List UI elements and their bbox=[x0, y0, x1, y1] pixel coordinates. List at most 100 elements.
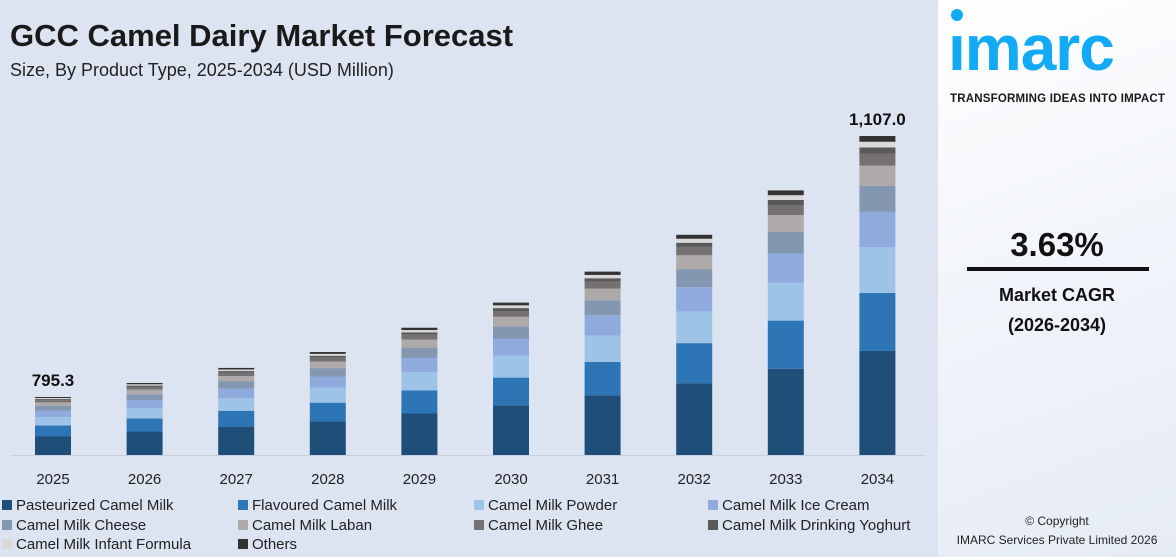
legend-swatch bbox=[708, 519, 718, 530]
bar-segment-2034-others bbox=[859, 136, 896, 142]
bar-segment-2029-camel-milk-infant-formula bbox=[401, 330, 438, 333]
bar-segment-2031-camel-milk-infant-formula bbox=[584, 274, 621, 279]
legend-swatch bbox=[2, 500, 12, 510]
bar-segment-2025-camel-milk-laban bbox=[35, 402, 71, 407]
bar-segment-2030-camel-milk-powder bbox=[493, 355, 529, 378]
bar-segment-2026-pasteurized-camel-milk bbox=[126, 431, 163, 455]
bar-segment-2029-others bbox=[401, 327, 438, 331]
x-tick-label: 2025 bbox=[36, 471, 69, 488]
legend-swatch bbox=[474, 519, 484, 530]
x-tick-label: 2033 bbox=[769, 471, 802, 488]
bar-segment-2033-camel-milk-cheese bbox=[767, 231, 804, 254]
bar-segment-2025-pasteurized-camel-milk bbox=[35, 436, 71, 455]
legend-swatch bbox=[708, 500, 718, 510]
bar-segment-2032-pasteurized-camel-milk bbox=[676, 383, 713, 455]
legend-label: Camel Milk Drinking Yoghurt bbox=[722, 516, 911, 534]
bar-segment-2029-camel-milk-ice-cream bbox=[401, 358, 438, 373]
x-tick-label: 2029 bbox=[403, 471, 436, 488]
bar-segment-2034-flavoured-camel-milk bbox=[859, 292, 896, 352]
legend-item: Camel Milk Drinking Yoghurt bbox=[708, 517, 910, 534]
chart-title: GCC Camel Dairy Market Forecast bbox=[10, 18, 514, 53]
bar-segment-2025-camel-milk-powder bbox=[35, 417, 71, 426]
legend-swatch bbox=[238, 500, 248, 510]
bar-segment-2028-pasteurized-camel-milk bbox=[309, 421, 346, 455]
bar-segment-2026-camel-milk-powder bbox=[126, 408, 163, 419]
bar-segment-2033-camel-milk-drinking-yoghurt bbox=[767, 199, 804, 205]
bar-segment-2026-camel-milk-drinking-yoghurt bbox=[126, 385, 163, 387]
bar-segment-2025-others bbox=[35, 396, 71, 399]
bar-segment-2030-camel-milk-ice-cream bbox=[493, 338, 529, 356]
bar-segment-2025-flavoured-camel-milk bbox=[35, 425, 71, 437]
bar-segment-2034-camel-milk-powder bbox=[859, 247, 896, 293]
bar-segment-2027-camel-milk-ghee bbox=[218, 372, 255, 377]
x-tick-label: 2032 bbox=[678, 471, 711, 488]
bar-segment-2030-flavoured-camel-milk bbox=[493, 377, 529, 406]
bar-segment-2032-camel-milk-ice-cream bbox=[676, 287, 713, 312]
bar-segment-2032-camel-milk-infant-formula bbox=[676, 238, 713, 243]
x-tick-label: 2028 bbox=[311, 471, 344, 488]
legend-label: Pasteurized Camel Milk bbox=[16, 497, 174, 514]
bar-segment-2030-pasteurized-camel-milk bbox=[493, 405, 529, 455]
bar-segment-2027-flavoured-camel-milk bbox=[218, 410, 255, 427]
bar-segment-2029-flavoured-camel-milk bbox=[401, 390, 438, 414]
bar-segment-2032-flavoured-camel-milk bbox=[676, 343, 713, 384]
bar-segment-2031-flavoured-camel-milk bbox=[584, 361, 621, 396]
bar-segment-2026-camel-milk-ghee bbox=[126, 386, 163, 390]
imarc-logo: ımarc bbox=[948, 9, 1115, 84]
cagr-value: 3.63% bbox=[1010, 226, 1104, 263]
bar-segment-2029-pasteurized-camel-milk bbox=[401, 413, 438, 455]
bar-segment-2033-camel-milk-laban bbox=[767, 215, 804, 232]
bar-segment-2034-camel-milk-ghee bbox=[859, 153, 896, 166]
legend-label: Camel Milk Powder bbox=[488, 497, 618, 514]
bar-segment-2028-camel-milk-drinking-yoghurt bbox=[309, 355, 346, 358]
bar-segment-2030-camel-milk-infant-formula bbox=[493, 305, 529, 309]
bar-segment-2030-camel-milk-laban bbox=[493, 316, 529, 327]
bar-segment-2033-camel-milk-infant-formula bbox=[767, 195, 804, 200]
stacked-bar-chart: 2025 795.3 2026 2027 2028 2029 2030 2031 2032 203… bbox=[10, 110, 925, 488]
bar-segment-2033-camel-milk-ice-cream bbox=[767, 253, 804, 283]
bar-segment-2031-camel-milk-laban bbox=[584, 288, 621, 301]
bar-segment-2026-camel-milk-infant-formula bbox=[126, 384, 163, 386]
bar-segment-2027-camel-milk-powder bbox=[218, 398, 255, 411]
bar-segment-2034-camel-milk-laban bbox=[859, 165, 896, 186]
side-panel: ımarc TRANSFORMING IDEAS INTO IMPACT 3.6… bbox=[938, 0, 1176, 557]
bar-segment-2030-camel-milk-cheese bbox=[493, 326, 529, 339]
bar-segment-2029-camel-milk-powder bbox=[401, 372, 438, 391]
cagr-label: Market CAGR bbox=[998, 285, 1116, 305]
legend-item: Camel Milk Laban bbox=[238, 517, 372, 534]
bar-segment-2027-others bbox=[218, 367, 255, 370]
bar-segment-2034-camel-milk-infant-formula bbox=[859, 141, 896, 148]
company-name: IMARC Services Private Limited 2026 bbox=[956, 533, 1158, 547]
bar-segment-2032-camel-milk-cheese bbox=[676, 269, 713, 288]
legend-label: Flavoured Camel Milk bbox=[252, 497, 398, 514]
bar-segment-2031-camel-milk-drinking-yoghurt bbox=[584, 278, 621, 282]
total-label-2025: 795.3 bbox=[32, 371, 75, 390]
bar-segment-2032-camel-milk-drinking-yoghurt bbox=[676, 242, 713, 247]
legend-item: Camel Milk Infant Formula bbox=[2, 536, 191, 553]
x-tick-label: 2026 bbox=[128, 471, 161, 488]
bar-segment-2030-others bbox=[493, 302, 529, 306]
logo-tagline: TRANSFORMING IDEAS INTO IMPACT bbox=[950, 93, 1166, 105]
bar-segment-2026-flavoured-camel-milk bbox=[126, 418, 163, 432]
svg-text:ımarc: ımarc bbox=[948, 12, 1114, 84]
bar-segment-2029-camel-milk-drinking-yoghurt bbox=[401, 332, 438, 335]
bar-segment-2027-camel-milk-infant-formula bbox=[218, 369, 255, 372]
bar-segment-2029-camel-milk-ghee bbox=[401, 334, 438, 340]
bar-segment-2030-camel-milk-drinking-yoghurt bbox=[493, 308, 529, 311]
bar-segment-2032-camel-milk-powder bbox=[676, 311, 713, 344]
bar-segment-2030-camel-milk-ghee bbox=[493, 310, 529, 317]
x-tick-label: 2031 bbox=[586, 471, 619, 488]
divider bbox=[967, 267, 1149, 271]
bar-segment-2029-camel-milk-cheese bbox=[401, 347, 438, 359]
bar-segment-2028-camel-milk-ghee bbox=[309, 357, 346, 362]
bar-segment-2026-camel-milk-ice-cream bbox=[126, 400, 163, 409]
legend-item: Camel Milk Ice Cream bbox=[708, 497, 870, 514]
bar-segment-2028-flavoured-camel-milk bbox=[309, 402, 346, 422]
legend-item: Camel Milk Cheese bbox=[2, 517, 146, 534]
bar-segment-2029-camel-milk-laban bbox=[401, 339, 438, 348]
bar-segment-2033-camel-milk-ghee bbox=[767, 204, 804, 216]
bar-segment-2031-camel-milk-powder bbox=[584, 335, 621, 362]
bar-segment-2027-pasteurized-camel-milk bbox=[218, 426, 255, 455]
bar-segment-2028-camel-milk-laban bbox=[309, 361, 346, 369]
legend-label: Camel Milk Cheese bbox=[16, 516, 147, 534]
